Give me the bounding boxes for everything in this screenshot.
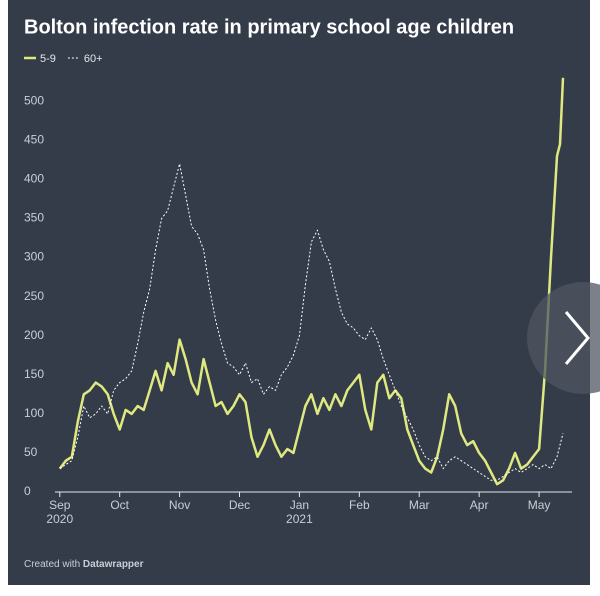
y-tick-label: 0 bbox=[24, 484, 31, 498]
footer-brand: Datawrapper bbox=[83, 559, 144, 570]
plot: 0 50 100 150 200 250 300 350 400 450 500 bbox=[24, 77, 572, 498]
chevron-icon[interactable] bbox=[564, 311, 590, 365]
y-tick-label: 400 bbox=[24, 172, 44, 186]
x-tick-label: Mar bbox=[408, 498, 430, 512]
legend-label: 5-9 bbox=[40, 53, 56, 65]
y-tick-label: 200 bbox=[24, 328, 44, 342]
footer: Created with Datawrapper bbox=[24, 559, 144, 570]
y-tick-label: 450 bbox=[24, 133, 44, 147]
x-tick-label: Feb bbox=[348, 498, 370, 512]
y-tick-label: 300 bbox=[24, 250, 44, 264]
x-tick-label: Apr bbox=[469, 498, 489, 512]
series-line bbox=[59, 163, 564, 481]
y-tick-label: 250 bbox=[24, 289, 44, 303]
x-tick-label: Sep 2020 bbox=[46, 498, 74, 526]
x-tick-label: Jan 2021 bbox=[286, 498, 313, 526]
y-tick-label: 100 bbox=[24, 406, 44, 420]
y-tick-label: 150 bbox=[24, 367, 44, 381]
y-tick-label: 500 bbox=[24, 93, 44, 107]
x-tick-label: May bbox=[527, 498, 551, 512]
carousel-next-button[interactable] bbox=[527, 282, 600, 394]
series-line bbox=[58, 77, 565, 486]
legend: 5-9 60+ bbox=[24, 53, 103, 65]
y-tick-label: 350 bbox=[24, 211, 44, 225]
chart-panel bbox=[8, 0, 590, 585]
y-tick-label: 50 bbox=[24, 445, 38, 459]
chart-title: Bolton infection rate in primary school … bbox=[24, 16, 514, 38]
button-circle[interactable] bbox=[527, 282, 600, 394]
x-tick-label: Nov bbox=[168, 498, 191, 512]
x-tick-label: Oct bbox=[110, 498, 130, 512]
x-tick-label: Dec bbox=[228, 498, 251, 512]
legend-label: 60+ bbox=[84, 53, 103, 65]
footer-prefix: Created with bbox=[24, 559, 80, 570]
